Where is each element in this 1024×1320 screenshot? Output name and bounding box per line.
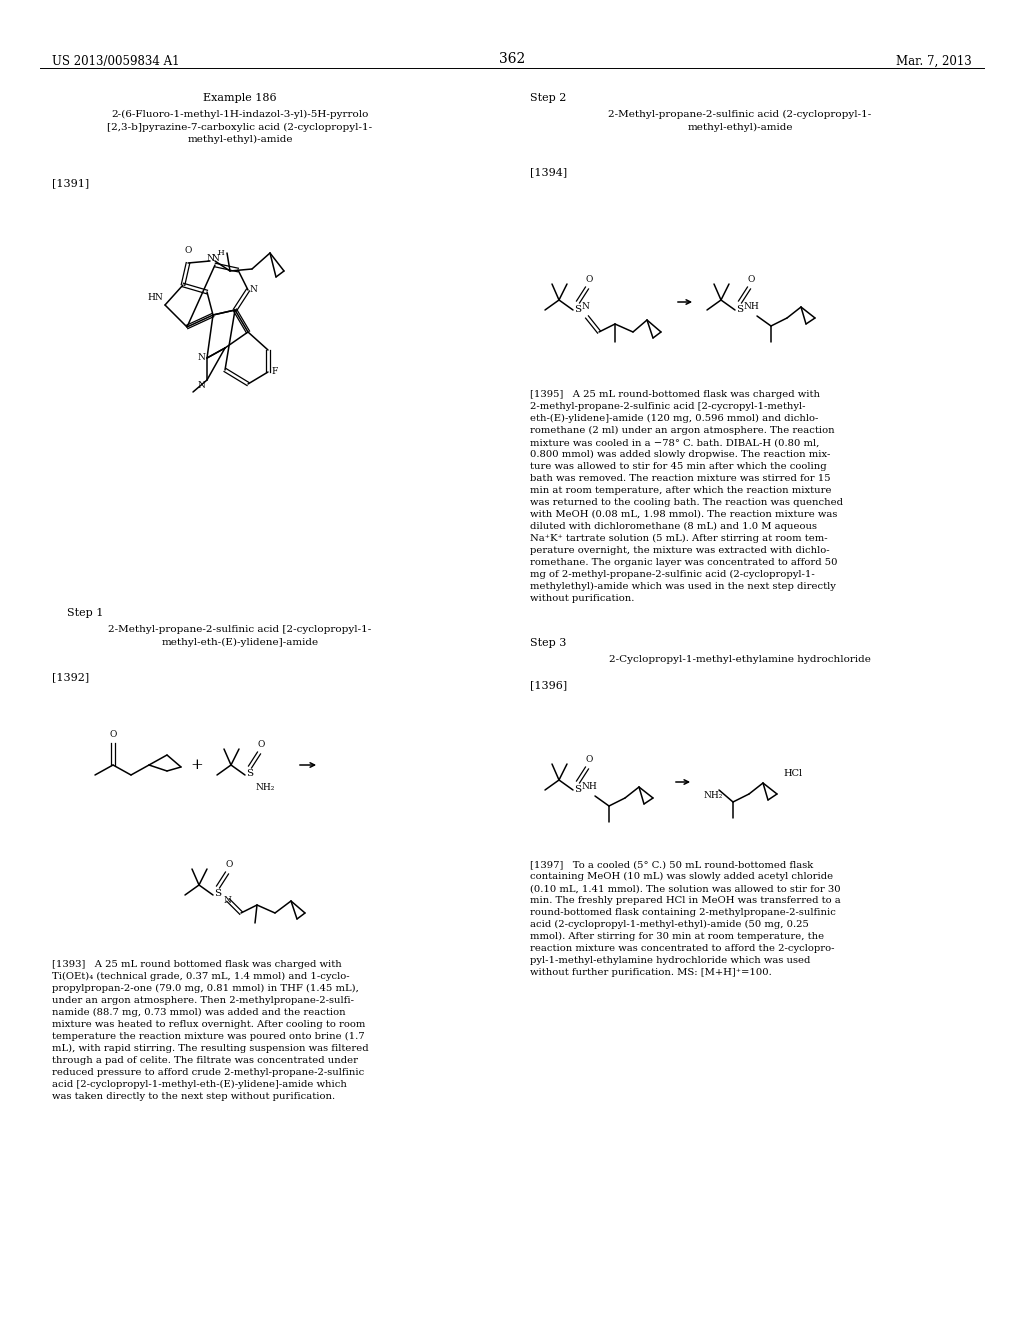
Text: Step 2: Step 2 (530, 92, 566, 103)
Text: HCl: HCl (783, 770, 802, 777)
Text: US 2013/0059834 A1: US 2013/0059834 A1 (52, 55, 179, 69)
Text: [1391]: [1391] (52, 178, 89, 187)
Text: S: S (246, 770, 253, 779)
Text: NH₂: NH₂ (255, 783, 274, 792)
Text: S: S (736, 305, 743, 314)
Text: 2-Methyl-propane-2-sulfinic acid (2-cyclopropyl-1-
methyl-ethyl)-amide: 2-Methyl-propane-2-sulfinic acid (2-cycl… (608, 110, 871, 132)
Text: 2-Methyl-propane-2-sulfinic acid [2-cyclopropyl-1-
methyl-eth-(E)-ylidene]-amide: 2-Methyl-propane-2-sulfinic acid [2-cycl… (109, 624, 372, 647)
Text: N: N (198, 354, 205, 363)
Text: Step 1: Step 1 (67, 609, 103, 618)
Text: S: S (214, 890, 221, 899)
Text: O: O (586, 755, 593, 764)
Text: O: O (225, 861, 232, 869)
Text: HN: HN (147, 293, 163, 302)
Text: O: O (748, 275, 755, 284)
Text: S: S (574, 784, 582, 793)
Text: Step 3: Step 3 (530, 638, 566, 648)
Text: NH: NH (744, 302, 760, 312)
Text: NH: NH (582, 781, 598, 791)
Text: S: S (574, 305, 582, 314)
Text: 362: 362 (499, 51, 525, 66)
Text: O: O (110, 730, 117, 739)
Text: [1397]   To a cooled (5° C.) 50 mL round-bottomed flask
containing MeOH (10 mL) : [1397] To a cooled (5° C.) 50 mL round-b… (530, 861, 841, 977)
Text: O: O (257, 741, 264, 748)
Text: +: + (190, 758, 204, 772)
Text: O: O (586, 275, 593, 284)
Text: H: H (218, 249, 224, 257)
Text: [1395]   A 25 mL round-bottomed flask was charged with
2-methyl-propane-2-sulfin: [1395] A 25 mL round-bottomed flask was … (530, 389, 843, 603)
Text: O: O (184, 246, 191, 255)
Text: Example 186: Example 186 (203, 92, 276, 103)
Text: N: N (250, 285, 258, 294)
Text: 2-Cyclopropyl-1-methyl-ethylamine hydrochloride: 2-Cyclopropyl-1-methyl-ethylamine hydroc… (609, 655, 871, 664)
Text: N: N (198, 381, 205, 389)
Text: 2-(6-Fluoro-1-methyl-1H-indazol-3-yl)-5H-pyrrolo
[2,3-b]pyrazine-7-carboxylic ac: 2-(6-Fluoro-1-methyl-1H-indazol-3-yl)-5H… (108, 110, 373, 144)
Text: NH₂: NH₂ (703, 791, 722, 800)
Text: N: N (582, 302, 590, 312)
Text: N: N (206, 253, 214, 263)
Text: N: N (212, 253, 220, 263)
Text: N: N (223, 896, 230, 906)
Text: [1394]: [1394] (530, 168, 567, 177)
Text: Mar. 7, 2013: Mar. 7, 2013 (896, 55, 972, 69)
Text: [1393]   A 25 mL round bottomed flask was charged with
Ti(OEt)₄ (technical grade: [1393] A 25 mL round bottomed flask was … (52, 960, 369, 1101)
Text: [1396]: [1396] (530, 680, 567, 690)
Text: F: F (271, 367, 278, 376)
Text: [1392]: [1392] (52, 672, 89, 682)
